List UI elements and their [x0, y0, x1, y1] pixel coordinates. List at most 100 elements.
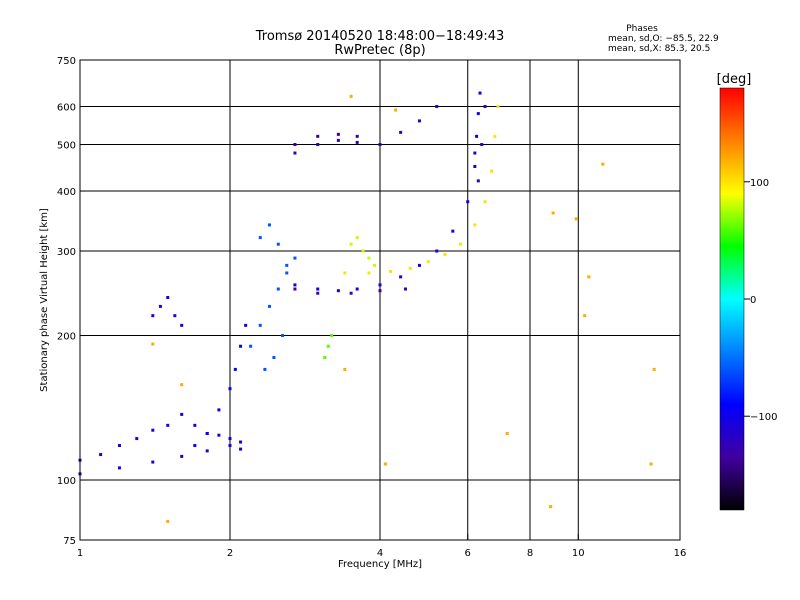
data-point [394, 108, 398, 112]
data-point [180, 383, 184, 387]
data-point [336, 132, 340, 136]
data-point [443, 253, 447, 257]
colorbar-tick-label: 100 [750, 178, 769, 189]
data-point [483, 200, 487, 204]
data-point [652, 367, 656, 371]
data-point [473, 164, 477, 168]
data-point [239, 447, 243, 451]
data-point [239, 344, 243, 348]
data-point [417, 263, 421, 267]
data-point [476, 179, 480, 183]
data-point [343, 271, 347, 275]
data-point [490, 169, 494, 173]
data-point [330, 334, 334, 338]
data-point [473, 223, 477, 227]
data-point [205, 432, 209, 436]
data-point [574, 217, 578, 221]
data-point [326, 344, 330, 348]
data-point [458, 242, 462, 246]
data-point [180, 323, 184, 327]
data-point [399, 130, 403, 134]
data-point [166, 519, 170, 523]
data-point [276, 287, 280, 291]
data-point [267, 223, 271, 227]
x-axis-label: Frequency [MHz] [338, 559, 422, 570]
y-axis-label: Stationary phase Virtual Height [km] [39, 208, 50, 392]
y-tick-label: 750 [57, 56, 76, 67]
data-point [355, 134, 359, 138]
data-point [166, 423, 170, 427]
x-tick-label: 1 [77, 548, 83, 559]
data-point [285, 263, 289, 267]
x-tick-label: 2 [227, 548, 233, 559]
x-tick-label: 6 [465, 548, 471, 559]
data-point [293, 256, 297, 260]
data-point [583, 314, 587, 318]
data-point [378, 289, 382, 293]
y-tick-label: 500 [57, 141, 76, 152]
x-tick-label: 4 [377, 548, 383, 559]
data-point [551, 211, 555, 215]
data-point [355, 236, 359, 240]
data-point [435, 105, 439, 109]
data-point [281, 334, 285, 338]
data-point [343, 367, 347, 371]
data-point [601, 162, 605, 166]
colorbar [719, 87, 745, 511]
data-point [399, 275, 403, 279]
grid-layer [80, 60, 680, 540]
data-point [228, 437, 232, 441]
data-point [193, 423, 197, 427]
data-point [233, 367, 237, 371]
data-point [166, 296, 170, 300]
data-point [173, 314, 177, 318]
data-point [649, 462, 653, 466]
x-tick-label: 10 [572, 548, 585, 559]
y-tick-label: 100 [57, 476, 76, 487]
data-point [276, 242, 280, 246]
data-point [99, 453, 103, 457]
data-point [475, 134, 479, 138]
data-point [323, 355, 327, 359]
data-point [205, 449, 209, 453]
stats-line-x: mean, sd,X: 85.3, 20.5 [608, 44, 710, 54]
y-tick-label: 300 [57, 247, 76, 258]
y-tick-label: 200 [57, 332, 76, 343]
data-point [349, 291, 353, 295]
data-point [258, 323, 262, 327]
data-point [505, 432, 509, 436]
data-point [228, 387, 232, 391]
data-point [373, 263, 377, 267]
data-point [378, 143, 382, 147]
chart-subtitle: RwPretec (8p) [334, 43, 425, 58]
data-point [158, 304, 162, 308]
data-point [336, 138, 340, 142]
data-point [263, 367, 267, 371]
data-point [355, 140, 359, 144]
data-point [267, 304, 271, 308]
colorbar-tick-label: 0 [750, 295, 756, 306]
data-point [285, 271, 289, 275]
data-point [293, 151, 297, 155]
data-point [336, 289, 340, 293]
data-point [217, 408, 221, 412]
data-point [193, 444, 197, 448]
data-point [383, 462, 387, 466]
data-point [476, 112, 480, 116]
data-point [361, 249, 365, 253]
axis-ticks: 1 2 4 6 8 10 16 75 100 200 300 400 500 600 750 [57, 56, 686, 559]
data-point [417, 119, 421, 123]
data-point [316, 291, 320, 295]
chart-title: Tromsø 20140520 18:48:00−18:49:43 [255, 29, 505, 44]
data-point [587, 275, 591, 279]
data-point [258, 236, 262, 240]
data-point [228, 444, 232, 448]
data-point [180, 454, 184, 458]
data-point [466, 200, 470, 204]
data-point [293, 143, 297, 147]
data-point [180, 412, 184, 416]
data-point [435, 249, 439, 253]
data-point [117, 444, 121, 448]
data-point [483, 105, 487, 109]
data-point [408, 266, 412, 270]
